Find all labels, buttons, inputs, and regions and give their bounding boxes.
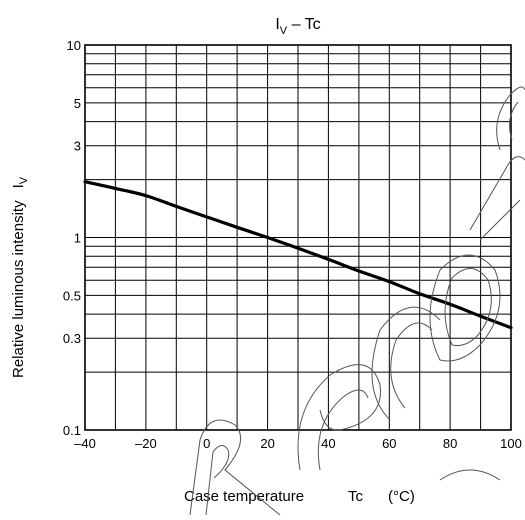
x-tick-label: 80 xyxy=(443,436,457,451)
y-tick-labels: 0.1 0.3 0.5 1 3 5 10 xyxy=(63,38,81,438)
y-tick-label: 0.3 xyxy=(63,331,81,346)
x-tick-label: 20 xyxy=(260,436,274,451)
x-tick-label: 40 xyxy=(321,436,335,451)
grid xyxy=(85,45,511,430)
y-tick-label: 0.5 xyxy=(63,288,81,303)
series-line xyxy=(83,180,513,330)
x-tick-label: 100 xyxy=(500,436,522,451)
y-tick-label: 3 xyxy=(74,139,81,154)
x-tick-label: –20 xyxy=(135,436,157,451)
watermark xyxy=(189,86,525,516)
y-tick-label: 10 xyxy=(67,38,81,53)
x-tick-labels: –40 –20 0 20 40 60 80 100 xyxy=(74,436,522,451)
y-tick-label: 5 xyxy=(74,96,81,111)
plot-frame xyxy=(84,44,512,431)
x-tick-label: 0 xyxy=(203,436,210,451)
y-axis-label: Relative luminous intensityIV xyxy=(10,176,30,378)
y-tick-label: 0.1 xyxy=(63,423,81,438)
chart-title: IV – Tc xyxy=(275,16,320,37)
x-tick-label: –40 xyxy=(74,436,96,451)
y-tick-label: 1 xyxy=(74,231,81,246)
x-axis-label: Case temperature Tc (°C) xyxy=(184,488,415,505)
x-tick-label: 60 xyxy=(382,436,396,451)
